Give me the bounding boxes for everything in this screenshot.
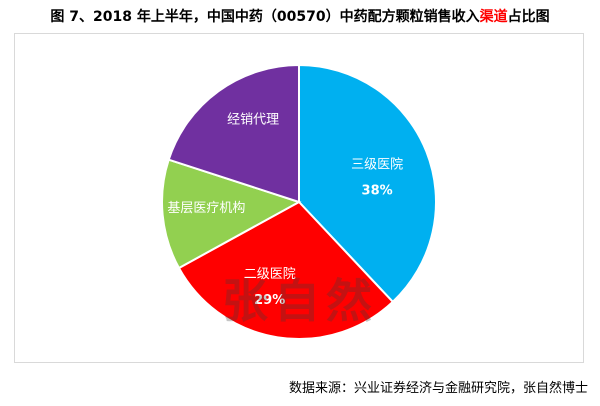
pie-slices [161, 63, 437, 340]
watermark: 张自然 [222, 274, 378, 328]
title-highlight: 渠道 [479, 9, 508, 25]
pie-slice-3 [167, 63, 300, 204]
slice-label-2: 基层医疗机构 [167, 201, 245, 216]
slice-value-0: 38% [362, 183, 393, 198]
pie-labels: 三级医院 38% 二级医院 29% 基层医疗机构 经销代理 [167, 112, 403, 308]
slice-label-1: 二级医院 [244, 267, 296, 282]
pie-slice-2 [161, 158, 302, 270]
chart-title: 图 7、2018 年上半年，中国中药（00570）中药配方颗粒销售收入渠道占比图 [0, 6, 600, 26]
source-note: 数据来源：兴业证券经济与金融研究院，张自然博士 [288, 381, 588, 396]
title-part-3: 占比图 [507, 9, 550, 25]
pie-slice-1 [177, 200, 395, 340]
slice-label-3: 经销代理 [227, 112, 279, 127]
slice-value-1: 29% [254, 293, 285, 308]
pie-slice-0 [298, 63, 437, 304]
slice-label-0: 三级医院 [351, 157, 403, 172]
title-part-1: 图 7、2018 年上半年，中国中药（00570）中药配方颗粒销售收入 [50, 9, 480, 25]
